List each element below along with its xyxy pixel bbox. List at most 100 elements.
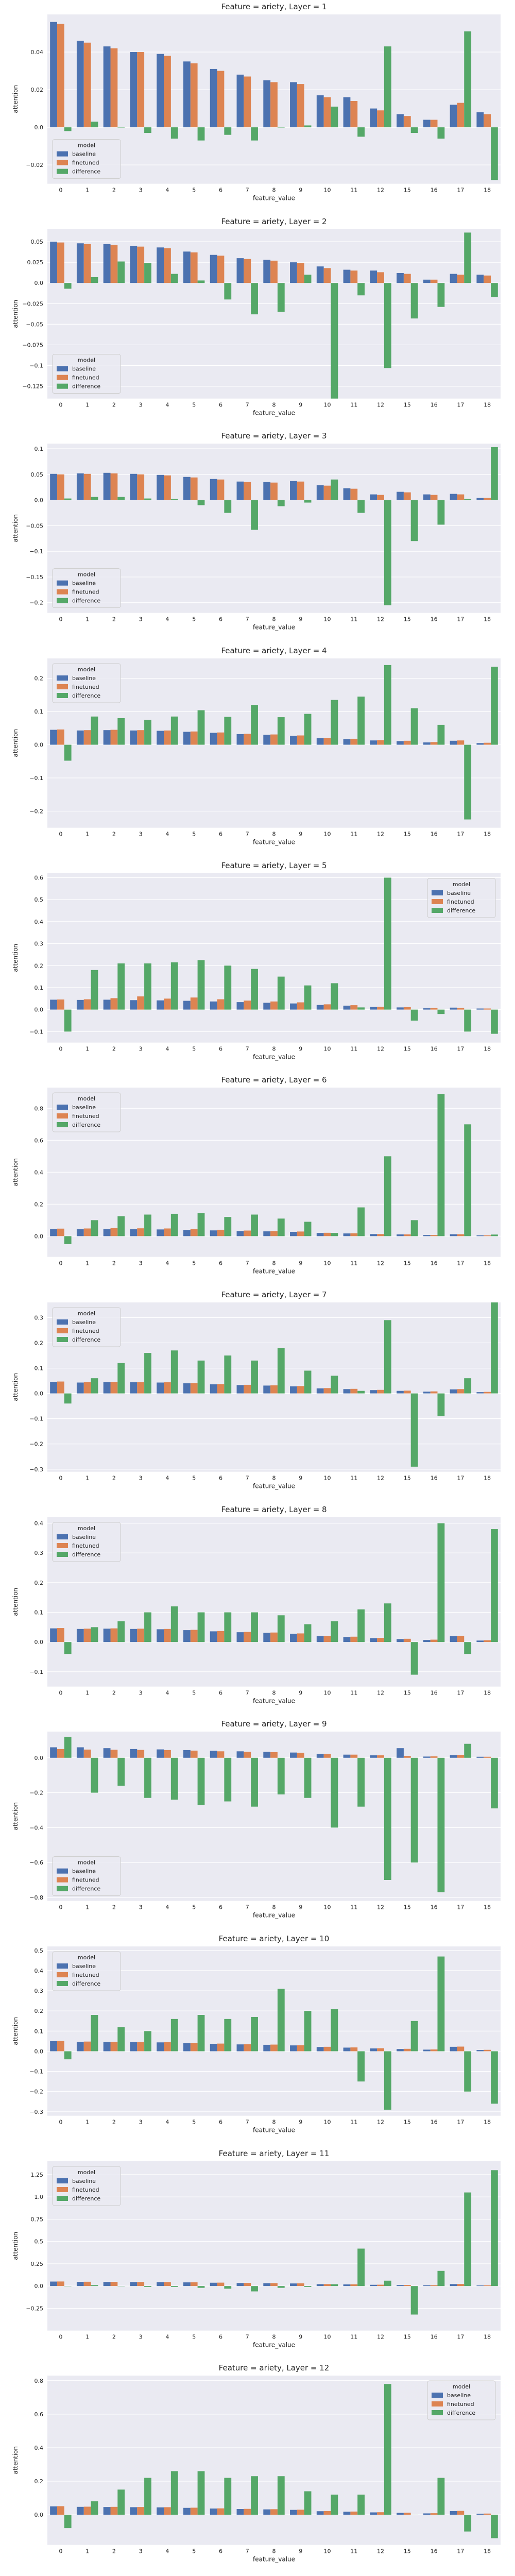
legend-label-baseline: baseline: [72, 1963, 96, 1970]
bar-finetuned: [110, 1628, 118, 1642]
legend-swatch-baseline: [57, 1534, 68, 1539]
bar-baseline: [397, 1007, 404, 1010]
chart-panel: Feature = ariety, Layer = 7 −0.3 −0.2 −0.1 0…: [12, 1290, 501, 1490]
x-tick-label: 6: [219, 401, 222, 408]
y-tick-label: −0.125: [22, 383, 43, 389]
bar-difference: [197, 2285, 205, 2288]
bar-finetuned: [137, 2042, 145, 2052]
y-axis-label: attention: [12, 1158, 19, 1187]
bar-difference: [437, 1009, 445, 1014]
x-tick-label: 3: [139, 401, 143, 408]
bar-finetuned: [190, 1630, 198, 1642]
legend-swatch-finetuned: [431, 2401, 443, 2407]
bar-difference: [197, 500, 205, 505]
x-tick-label: 6: [219, 2333, 222, 2340]
bar-finetuned: [297, 84, 304, 128]
x-axis-label: feature_value: [253, 1268, 295, 1275]
x-tick-label: 2: [112, 1475, 116, 1482]
x-tick-label: 4: [165, 401, 169, 408]
y-tick-label: 0.0: [35, 2048, 43, 2055]
x-tick-label: 4: [165, 1475, 169, 1482]
bar-finetuned: [137, 1750, 145, 1758]
y-tick-label: 0.1: [35, 708, 43, 715]
bar-difference: [277, 1989, 285, 2052]
bar-baseline: [76, 1747, 84, 1758]
bar-difference: [144, 1612, 151, 1642]
legend-box: [52, 1092, 121, 1132]
x-axis-label: feature_value: [253, 2341, 295, 2348]
bar-difference: [64, 2051, 72, 2060]
bar-difference: [170, 1350, 178, 1394]
x-tick-label: 16: [431, 616, 438, 623]
y-tick-label: −0.025: [22, 300, 43, 307]
bar-finetuned: [190, 1751, 198, 1758]
x-tick-label: 5: [192, 2333, 196, 2340]
bar-baseline: [397, 2284, 404, 2286]
bar-difference: [437, 2270, 445, 2286]
bar-baseline: [157, 731, 164, 745]
bar-baseline: [130, 1229, 138, 1236]
bar-difference: [224, 2285, 232, 2289]
bar-finetuned: [377, 1006, 384, 1010]
bar-baseline: [130, 1629, 138, 1642]
y-axis-label: attention: [12, 1588, 19, 1616]
legend-swatch-baseline: [57, 580, 68, 586]
bar-baseline: [157, 1629, 164, 1642]
legend-label-difference: difference: [72, 692, 100, 699]
bar-difference: [464, 232, 472, 283]
legend-swatch-difference: [57, 692, 68, 698]
bar-difference: [91, 122, 98, 128]
bar-difference: [91, 970, 98, 1010]
bar-finetuned: [270, 2044, 278, 2052]
plot-area: [47, 444, 501, 613]
bar-difference: [464, 1009, 472, 1031]
bar-finetuned: [57, 999, 64, 1010]
x-tick-label: 3: [139, 2119, 143, 2126]
bar-difference: [277, 2476, 285, 2515]
x-tick-label: 2: [112, 1045, 116, 1052]
bar-difference: [331, 106, 338, 128]
bar-difference: [64, 498, 72, 500]
x-tick-label: 1: [85, 401, 89, 408]
bar-difference: [410, 1393, 418, 1467]
bar-finetuned: [297, 2045, 304, 2052]
bar-finetuned: [57, 729, 64, 745]
bar-baseline: [450, 494, 457, 500]
x-tick-label: 0: [59, 2548, 62, 2555]
y-tick-label: 0.8: [35, 1106, 43, 1112]
bar-finetuned: [457, 494, 465, 500]
x-tick-label: 15: [404, 2119, 411, 2126]
x-tick-label: 2: [112, 2333, 116, 2340]
legend-box: [52, 139, 121, 179]
x-tick-label: 15: [404, 187, 411, 194]
bar-difference: [91, 1758, 98, 1793]
x-tick-label: 11: [350, 2333, 357, 2340]
bar-finetuned: [270, 734, 278, 745]
y-tick-label: 0.2: [35, 1340, 43, 1346]
bar-difference: [144, 2285, 151, 2287]
bar-baseline: [183, 251, 191, 283]
y-tick-label: 0.0: [35, 2283, 43, 2290]
bar-difference: [331, 2495, 338, 2515]
y-tick-label: −0.05: [26, 321, 43, 328]
bar-difference: [384, 2384, 391, 2515]
bar-difference: [277, 976, 285, 1010]
bar-baseline: [397, 2513, 404, 2515]
bar-baseline: [210, 1384, 217, 1394]
bar-finetuned: [217, 1751, 225, 1758]
bar-finetuned: [297, 2510, 304, 2515]
legend-label-finetuned: finetuned: [447, 899, 474, 905]
bar-baseline: [157, 1382, 164, 1394]
bar-difference: [464, 1378, 472, 1394]
x-tick-label: 11: [350, 2548, 357, 2555]
y-tick-label: −0.1: [29, 1668, 43, 1675]
bar-difference: [464, 2192, 472, 2286]
bar-baseline: [343, 1755, 351, 1758]
bar-finetuned: [83, 2506, 91, 2515]
bar-finetuned: [457, 1389, 465, 1394]
y-tick-label: −0.2: [29, 600, 43, 606]
x-tick-label: 10: [324, 2548, 331, 2555]
legend-swatch-difference: [431, 907, 443, 913]
legend-swatch-finetuned: [57, 375, 68, 380]
y-tick-label: 0.5: [35, 2238, 43, 2245]
